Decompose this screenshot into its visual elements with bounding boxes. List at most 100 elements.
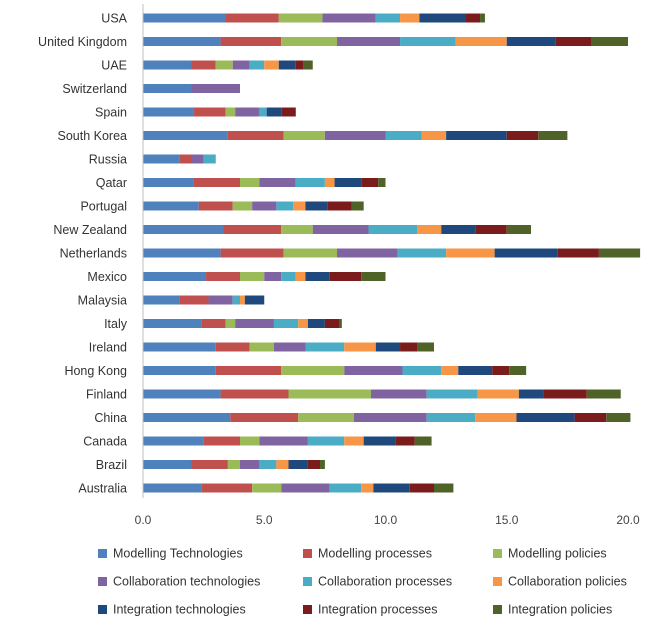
bar-segment-united-kingdom-integration-processes [555,37,592,46]
bar-segment-hong-kong-modelling-technologies [143,366,216,375]
bar-segment-new-zealand-collaboration-processes [368,225,418,234]
bar-segment-malaysia-collaboration-policies [240,295,245,305]
bar-segment-russia-collaboration-technologies [191,154,204,164]
bar-segment-canada-integration-processes [395,436,415,446]
bar-segment-south-korea-collaboration-technologies [324,131,386,140]
category-label-australia: Australia [78,482,127,496]
x-tick-labels: 0.0 5.0 10.0 15.0 20.0 [135,513,640,527]
bar-segment-hong-kong-collaboration-technologies [344,366,403,375]
bar-segment-uae-integration-technologies [278,60,296,70]
bar-segment-china-integration-technologies [516,413,575,422]
bar-segment-united-kingdom-collaboration-processes [400,37,456,46]
bar-segment-hong-kong-modelling-processes [215,366,282,375]
bar-segment-ireland-integration-technologies [375,342,401,352]
bar-segment-portugal-collaboration-policies [293,201,306,211]
bar-segment-usa-modelling-processes [225,13,279,23]
category-labels: USA United Kingdom UAE Switzerland Spain Sout… [38,12,128,496]
legend-label-integration-processes: Integration processes [318,603,438,617]
bar-segment-mexico-collaboration-processes [281,272,296,281]
bar-segment-china-modelling-technologies [143,413,231,422]
bar-segment-malaysia-modelling-technologies [143,295,180,305]
legend: Modelling Technologies Modelling processe… [98,547,627,617]
bar-segment-hong-kong-collaboration-policies [441,366,459,375]
bar-segment-netherlands-modelling-policies [283,248,337,258]
bar-segment-mexico-integration-technologies [305,272,330,281]
bar-segment-russia-modelling-technologies [143,154,180,164]
bar-segment-united-kingdom-modelling-technologies [143,37,221,46]
bar-segment-malaysia-collaboration-processes [232,295,240,305]
bar-segment-canada-integration-policies [414,436,432,446]
bar-segment-usa-collaboration-processes [375,13,401,23]
bar-segment-uae-collaboration-processes [249,60,265,70]
bar-segment-australia-integration-policies [434,483,454,493]
bar-segment-finland-modelling-policies [288,389,371,399]
bar-segment-canada-modelling-processes [203,436,240,446]
bar-segment-brazil-modelling-processes [191,460,228,469]
bar-segment-hong-kong-integration-processes [492,366,510,375]
bar-segment-china-collaboration-policies [475,413,517,422]
bar-segment-malaysia-modelling-processes [179,295,209,305]
bar-segment-finland-collaboration-processes [426,389,478,399]
bar-segment-finland-integration-policies [586,389,621,399]
bar-segment-south-korea-integration-policies [538,131,568,140]
legend-swatch-modelling-policies [493,549,502,558]
bar-segment-italy-collaboration-technologies [235,319,274,328]
bar-segment-qatar-integration-policies [378,178,386,187]
category-label-qatar: Qatar [96,176,127,190]
bar-segment-mexico-collaboration-technologies [264,272,282,281]
category-label-new-zealand: New Zealand [53,223,127,237]
category-label-ireland: Ireland [89,341,127,355]
x-tick-label: 20.0 [616,513,640,527]
bar-segment-south-korea-integration-processes [506,131,539,140]
bar-segment-south-korea-modelling-policies [283,131,325,140]
bar-segment-canada-integration-technologies [363,436,396,446]
bar-segment-new-zealand-modelling-policies [281,225,313,234]
category-label-finland: Finland [86,388,127,402]
bar-segment-portugal-modelling-technologies [143,201,199,211]
bar-segment-ireland-modelling-processes [215,342,250,352]
bar-segment-south-korea-modelling-processes [227,131,284,140]
bar-segment-hong-kong-modelling-policies [281,366,345,375]
bar-segment-russia-modelling-processes [179,154,192,164]
bar-segment-australia-collaboration-processes [329,483,362,493]
bar-segment-united-kingdom-modelling-policies [281,37,337,46]
bar-segment-new-zealand-collaboration-policies [417,225,442,234]
bar-segment-hong-kong-integration-policies [509,366,527,375]
legend-label-modelling-technologies: Modelling Technologies [113,547,243,561]
bar-segment-new-zealand-modelling-technologies [143,225,224,234]
bar-segment-united-kingdom-integration-policies [591,37,628,46]
bar-segment-mexico-modelling-processes [206,272,240,281]
bar-segment-china-modelling-processes [230,413,299,422]
x-tick-label: 15.0 [495,513,519,527]
bar-segment-brazil-collaboration-technologies [240,460,260,469]
bar-segment-mexico-integration-processes [329,272,362,281]
bar-segment-spain-modelling-policies [225,107,236,117]
bar-segment-spain-modelling-technologies [143,107,194,117]
bar-segment-uae-integration-processes [295,60,304,70]
x-tick-label: 5.0 [256,513,273,527]
bar-segment-qatar-collaboration-technologies [259,178,296,187]
bar-segment-australia-modelling-processes [201,483,253,493]
bar-segment-netherlands-collaboration-policies [446,248,495,258]
bar-segment-new-zealand-integration-processes [475,225,507,234]
category-label-uae: UAE [101,59,127,73]
legend-swatch-integration-processes [303,605,312,614]
legend-swatch-modelling-technologies [98,549,107,558]
bar-segment-netherlands-collaboration-processes [397,248,447,258]
bar-segment-qatar-modelling-policies [240,178,260,187]
bar-segment-usa-integration-processes [465,13,481,23]
category-label-usa: USA [101,12,127,26]
bar-segment-ireland-integration-processes [400,342,418,352]
category-label-switzerland: Switzerland [62,82,127,96]
bar-segment-spain-modelling-processes [193,107,226,117]
bar-segment-australia-integration-processes [409,483,434,493]
bar-segment-canada-collaboration-processes [307,436,345,446]
bar-segment-new-zealand-modelling-processes [223,225,282,234]
bars-layer [143,13,641,493]
bar-segment-usa-modelling-technologies [143,13,226,23]
bar-segment-spain-collaboration-processes [259,107,267,117]
category-label-spain: Spain [95,106,127,120]
bar-segment-south-korea-collaboration-processes [385,131,422,140]
bar-segment-qatar-modelling-processes [193,178,240,187]
